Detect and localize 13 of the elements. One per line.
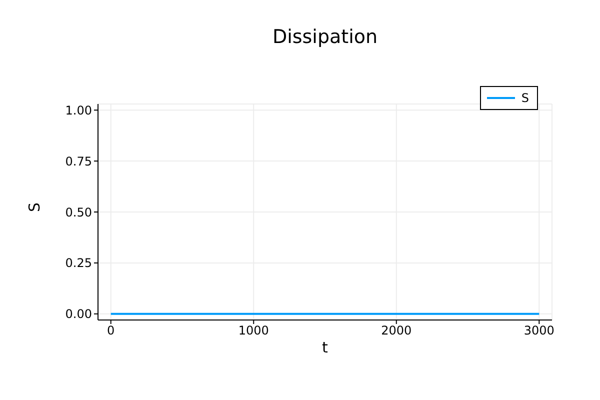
y-tick-label: 0.50: [65, 205, 92, 220]
x-tick-label: 3000: [524, 324, 554, 338]
y-tick-label: 0.25: [65, 256, 92, 270]
chart-title: Dissipation: [271, 26, 379, 48]
y-tick-label: 0.75: [65, 154, 92, 168]
x-tick-label: 2000: [381, 324, 412, 338]
x-axis-title: t: [322, 338, 328, 357]
y-tick-label: 0.00: [65, 307, 92, 322]
x-tick-label: 1000: [238, 324, 269, 338]
y-axis-title: S: [25, 202, 44, 212]
x-tick-label: 0: [107, 324, 115, 338]
legend-label: S: [521, 91, 529, 105]
y-tick-label: 1.00: [65, 103, 92, 118]
